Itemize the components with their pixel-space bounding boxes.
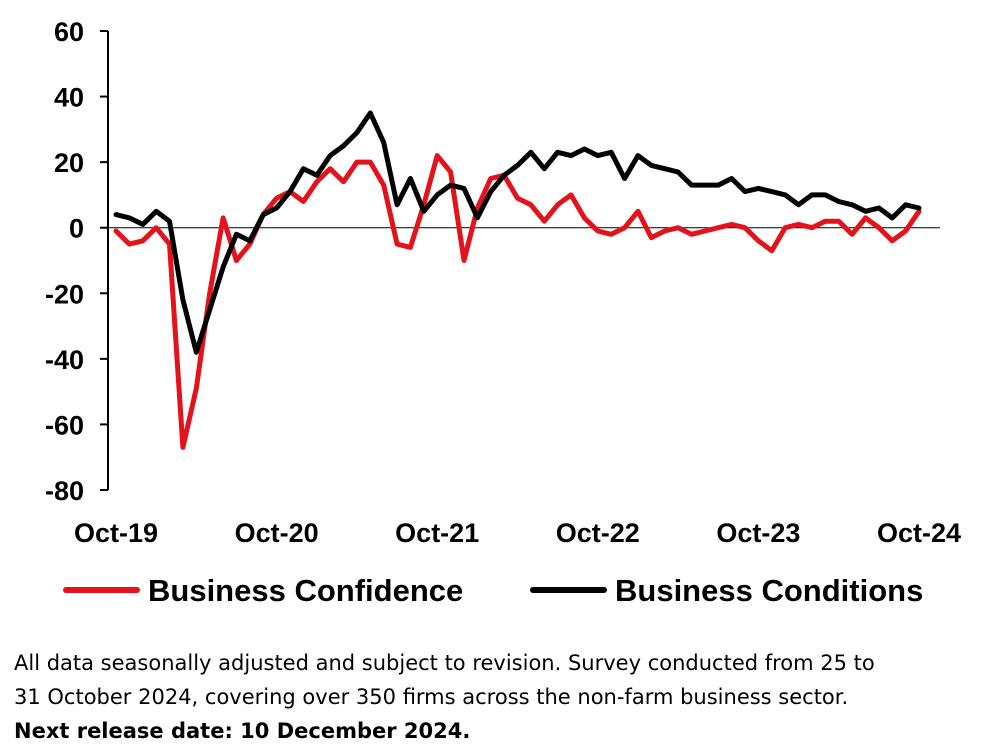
legend-label-business-conditions: Business Conditions	[615, 573, 923, 608]
series-line-business-confidence	[113, 153, 922, 450]
x-axis: Oct-19 Oct-20 Oct-21 Oct-22 Oct-23 Oct-24	[74, 227, 961, 548]
y-tick-label: 40	[54, 83, 84, 113]
y-tick-label: 60	[54, 17, 84, 47]
x-tick-label: Oct-20	[235, 518, 319, 548]
x-tick-label: Oct-21	[395, 518, 479, 548]
footnote-survey-coverage: 31 October 2024, covering over 350 firms…	[14, 685, 849, 709]
next-release-date: Next release date: 10 December 2024.	[14, 719, 471, 743]
series-lines	[113, 110, 922, 450]
y-tick-label: 20	[54, 148, 84, 178]
x-tick-label: Oct-22	[556, 518, 640, 548]
y-tick-label: 0	[69, 214, 84, 244]
y-tick-label: -60	[45, 410, 84, 440]
legend-label-business-confidence: Business Confidence	[148, 573, 463, 608]
legend: Business Confidence Business Conditions	[63, 573, 923, 608]
x-tick-label: Oct-24	[877, 518, 961, 548]
footnote-survey-info: All data seasonally adjusted and subject…	[14, 651, 875, 675]
x-tick-label: Oct-23	[716, 518, 800, 548]
y-tick-label: -20	[45, 279, 84, 309]
y-tick-label: -40	[45, 345, 84, 375]
y-axis: 60 40 20 0 -20 -40 -60 -80	[45, 17, 109, 506]
y-tick-label: -80	[45, 476, 84, 506]
x-tick-label: Oct-19	[74, 518, 158, 548]
series-line-business-conditions	[113, 110, 922, 355]
